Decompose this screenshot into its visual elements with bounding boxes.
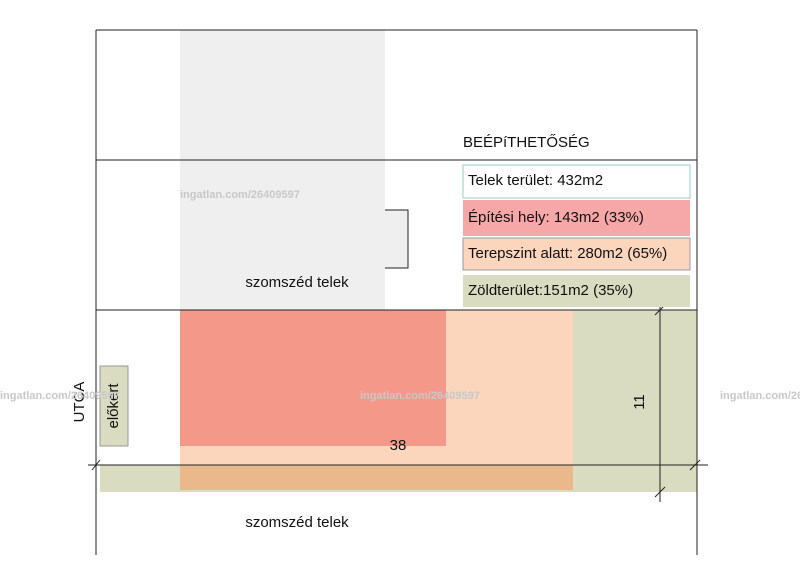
underground-strip xyxy=(180,465,573,490)
legend-box xyxy=(462,237,691,271)
notch-outline xyxy=(385,209,409,269)
plot-lines xyxy=(95,29,698,555)
legend-box xyxy=(463,200,690,236)
green-zone xyxy=(573,310,697,492)
title: BEÉPíTHETŐSÉG xyxy=(463,134,590,151)
legend-box xyxy=(462,164,691,199)
watermark: ingatlan.com/26409597 xyxy=(720,390,800,402)
legend-text: Telek terület: 432m2 xyxy=(468,172,603,189)
dimension-lines xyxy=(88,302,708,502)
neighbor-building xyxy=(180,30,408,310)
front-yard-label: előkert xyxy=(105,383,122,429)
legend-text: Terepszint alatt: 280m2 (65%) xyxy=(468,245,667,262)
neighbor-label: szomszéd telek xyxy=(245,514,349,531)
legend-text: Építési hely: 143m2 (33%) xyxy=(468,209,644,226)
legend-text: Zöldterület:151m2 (35%) xyxy=(468,282,633,299)
street-label: UTCA xyxy=(71,382,88,423)
legend-box xyxy=(463,275,690,307)
watermark: ingatlan.com/26409597 xyxy=(360,390,480,402)
building-zone xyxy=(180,310,446,446)
neighbor-label: szomszéd telek xyxy=(245,274,349,291)
watermark: ingatlan.com/26409597 xyxy=(0,390,120,402)
watermark: ingatlan.com/26409597 xyxy=(180,189,300,201)
front-yard-box xyxy=(99,365,129,447)
length-label: 38 xyxy=(390,437,407,454)
width-label: 11 xyxy=(631,394,648,410)
